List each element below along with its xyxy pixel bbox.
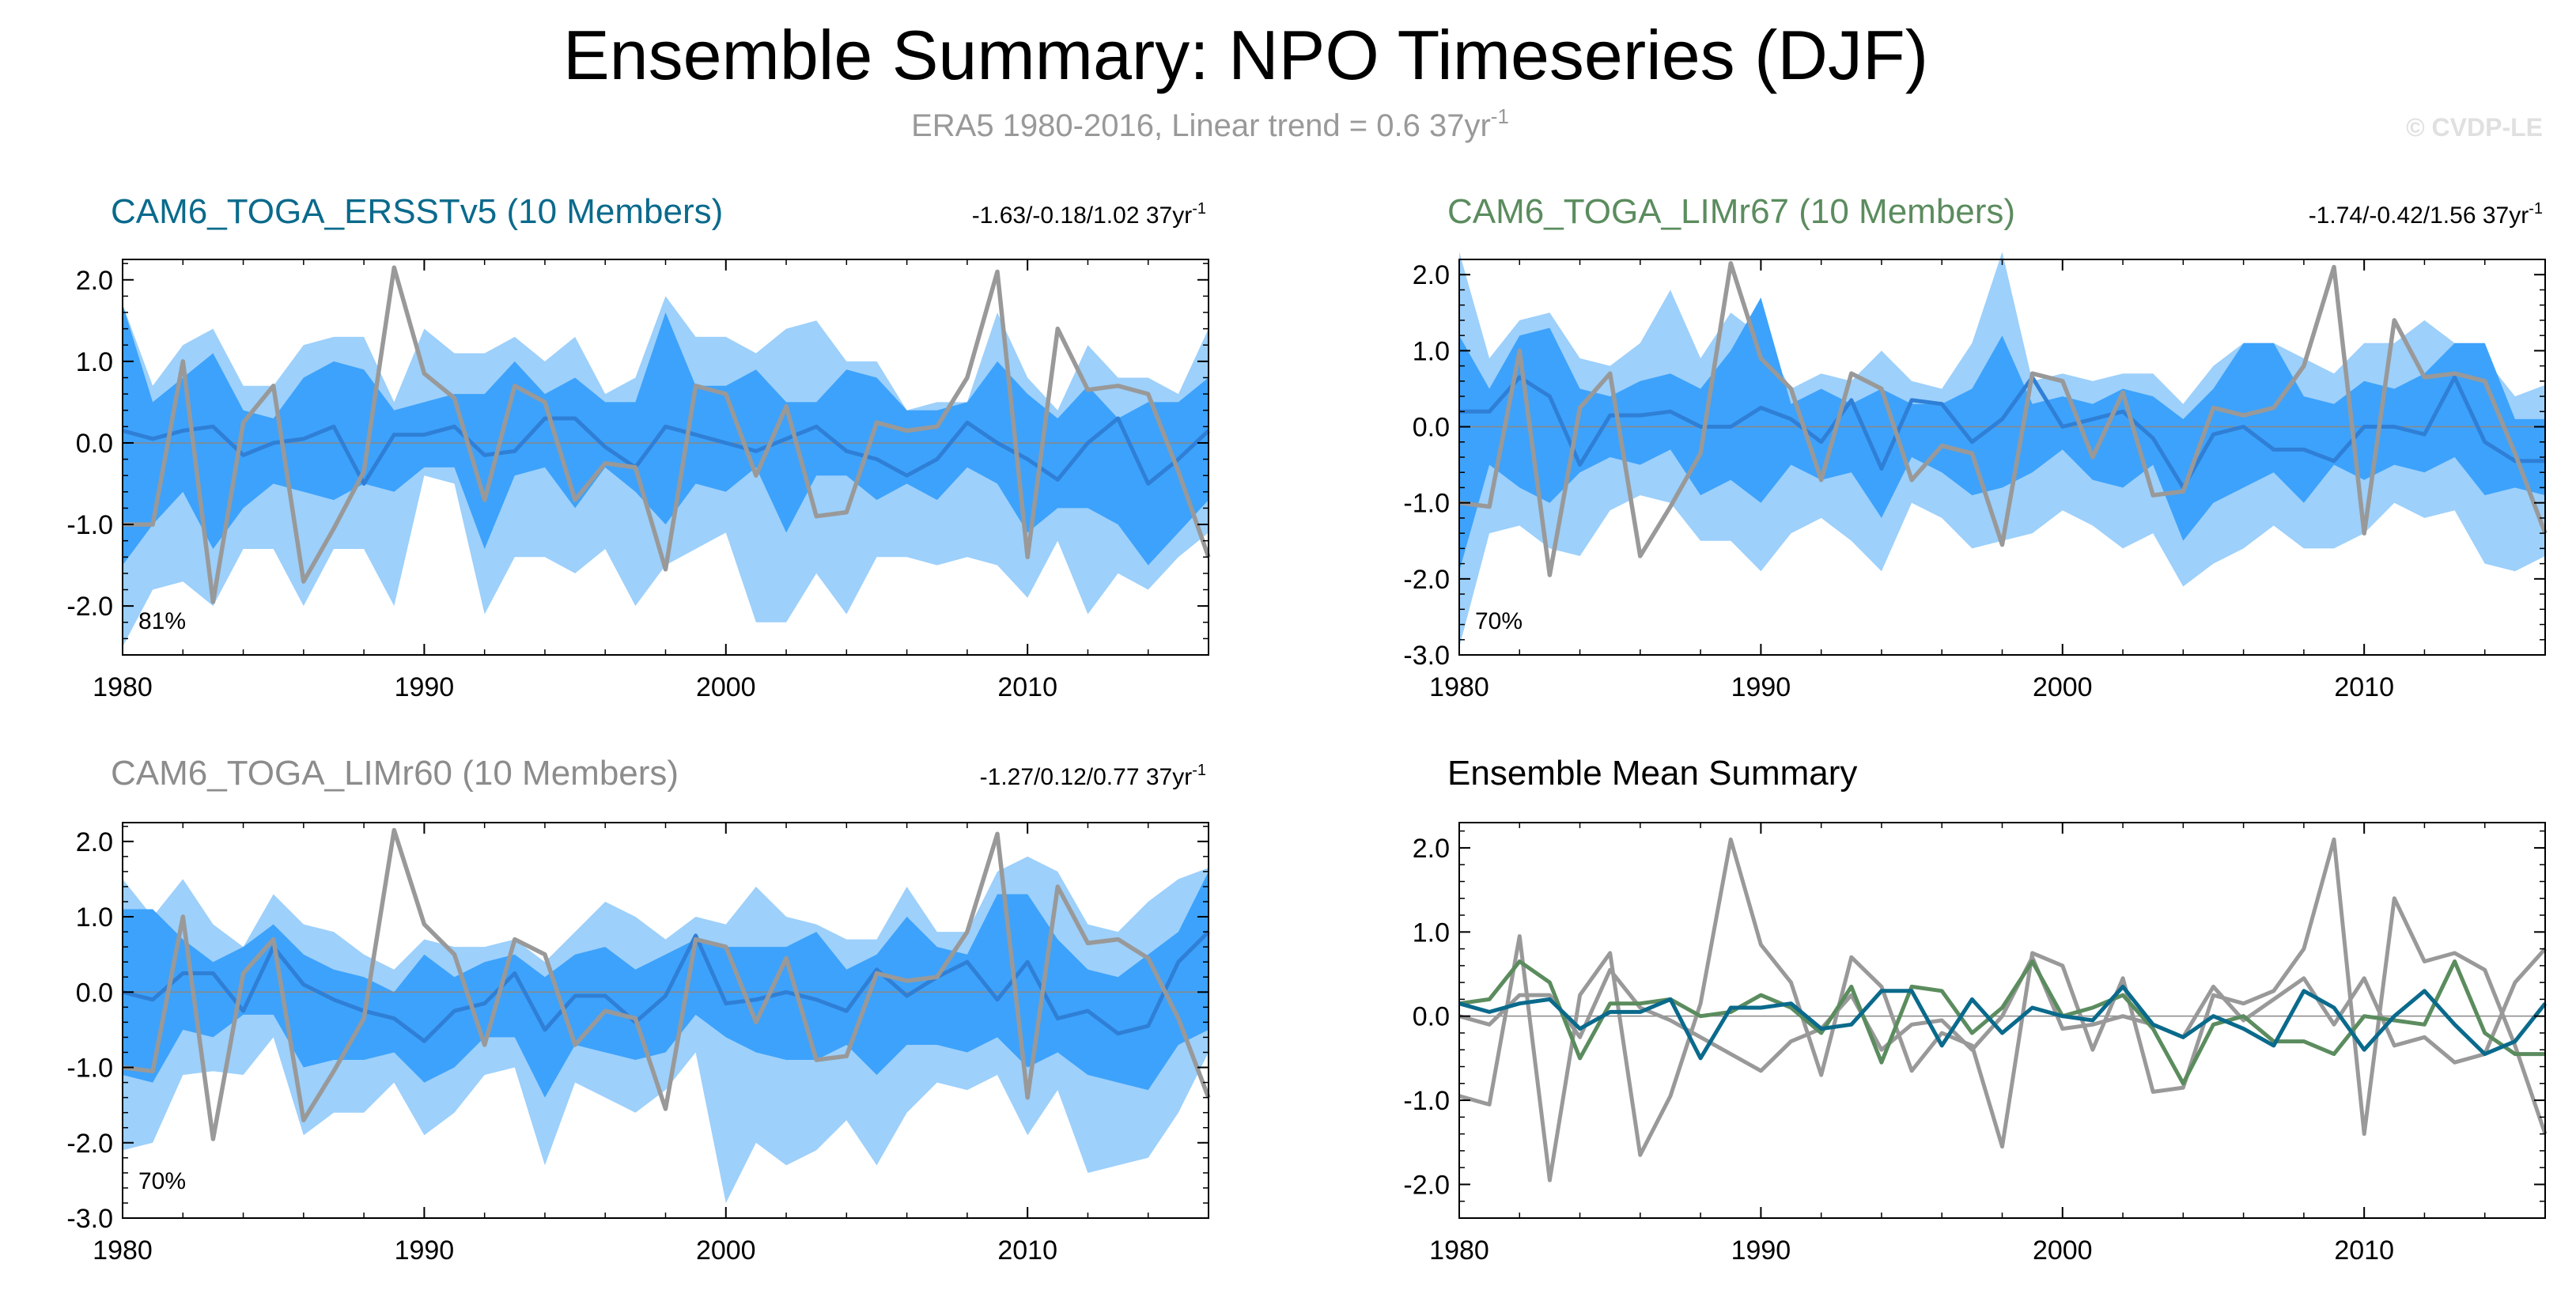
x-tick-label: 1990 bbox=[395, 1235, 455, 1266]
trend-value: -1.27/0.12/0.77 37yr bbox=[980, 764, 1193, 790]
y-tick-label: -3.0 bbox=[66, 1204, 113, 1234]
panel-title: CAM6_TOGA_LIMr60 (10 Members) bbox=[111, 754, 679, 793]
panel-title: CAM6_TOGA_LIMr67 (10 Members) bbox=[1447, 192, 2015, 231]
x-tick-label: 1990 bbox=[1731, 1235, 1791, 1266]
percent-label: 81% bbox=[138, 608, 186, 634]
subtitle: ERA5 1980-2016, Linear trend = 0.6 37yr-… bbox=[911, 104, 1509, 143]
y-tick-label: -3.0 bbox=[1403, 641, 1450, 671]
y-tick-label: -1.0 bbox=[66, 510, 113, 540]
y-tick-label: -1.0 bbox=[66, 1054, 113, 1084]
y-tick-label: 1.0 bbox=[1413, 918, 1450, 948]
observed-line bbox=[1458, 261, 2548, 577]
trend-value: -1.63/-0.18/1.02 37yr bbox=[972, 202, 1193, 229]
ersst-line bbox=[1458, 984, 2547, 1061]
percent-label: 70% bbox=[1475, 608, 1523, 634]
y-tick-label: 2.0 bbox=[76, 266, 113, 296]
y-tick-label: 2.0 bbox=[76, 827, 113, 857]
y-tick-label: 0.0 bbox=[76, 978, 113, 1008]
percent-label: 70% bbox=[138, 1168, 186, 1194]
x-tick-label: 1980 bbox=[1429, 672, 1489, 702]
trend-superscript: -1 bbox=[2529, 200, 2543, 218]
x-tick-label: 1980 bbox=[93, 672, 153, 702]
limr67-line bbox=[1458, 959, 2545, 1086]
chart-panel-3: CAM6_TOGA_LIMr60 (10 Members) -1.27/0.12/… bbox=[66, 754, 1211, 1266]
y-tick-label: 0.0 bbox=[1413, 413, 1450, 443]
y-tick-label: 1.0 bbox=[1413, 336, 1450, 366]
x-tick-label: 1990 bbox=[1731, 672, 1791, 702]
inner-spread-band bbox=[123, 304, 1209, 566]
credit-watermark: © CVDP-LE bbox=[2406, 113, 2543, 142]
trend-label: -1.74/-0.42/1.56 37yr-1 bbox=[2309, 200, 2543, 229]
x-tick-label: 2000 bbox=[2033, 672, 2093, 702]
x-tick-label: 2000 bbox=[2033, 1235, 2093, 1266]
x-tick-label: 1990 bbox=[395, 672, 455, 702]
ensemble-mean-line bbox=[122, 416, 1210, 486]
obs-line bbox=[1458, 837, 2548, 1182]
x-tick-label: 2000 bbox=[696, 1235, 756, 1266]
observed-line bbox=[122, 827, 1211, 1141]
y-tick-label: 2.0 bbox=[1413, 260, 1450, 290]
trend-label: -1.63/-0.18/1.02 37yr-1 bbox=[972, 200, 1206, 229]
limr60-line bbox=[1458, 947, 2547, 1073]
main-title: Ensemble Summary: NPO Timeseries (DJF) bbox=[563, 16, 1928, 94]
inner-spread-band bbox=[1459, 297, 2545, 572]
y-tick-label: 1.0 bbox=[76, 902, 113, 933]
trend-label: -1.27/0.12/0.77 37yr-1 bbox=[980, 762, 1206, 790]
x-tick-label: 1980 bbox=[1429, 1235, 1489, 1266]
y-tick-label: -1.0 bbox=[1403, 1086, 1450, 1116]
panel-title: Ensemble Mean Summary bbox=[1447, 754, 1857, 793]
x-tick-label: 2000 bbox=[696, 672, 756, 702]
x-tick-label: 2010 bbox=[997, 1235, 1057, 1266]
panel-title: CAM6_TOGA_ERSSTv5 (10 Members) bbox=[111, 192, 723, 231]
panels-container: CAM6_TOGA_ERSSTv5 (10 Members) -1.63/-0.1… bbox=[66, 192, 2548, 1266]
ensemble-mean-line bbox=[1459, 375, 2545, 490]
y-tick-label: 0.0 bbox=[1413, 1002, 1450, 1032]
inner-spread-band bbox=[123, 871, 1209, 1098]
y-tick-label: -1.0 bbox=[1403, 489, 1450, 519]
y-tick-label: 2.0 bbox=[1413, 834, 1450, 864]
y-tick-label: 1.0 bbox=[76, 347, 113, 377]
y-tick-label: -2.0 bbox=[1403, 1170, 1450, 1200]
x-tick-label: 2010 bbox=[997, 672, 1057, 702]
x-tick-label: 2010 bbox=[2334, 672, 2394, 702]
trend-superscript: -1 bbox=[1192, 762, 1206, 779]
subtitle-text: ERA5 1980-2016, Linear trend = 0.6 37yr bbox=[911, 108, 1491, 143]
observed-line bbox=[123, 265, 1211, 604]
y-tick-label: 0.0 bbox=[76, 429, 113, 459]
subtitle-superscript: -1 bbox=[1491, 104, 1509, 128]
chart-panel-2: CAM6_TOGA_LIMr67 (10 Members) -1.74/-0.42… bbox=[1403, 192, 2548, 702]
ensemble-mean-line bbox=[122, 930, 1210, 1043]
x-tick-label: 2010 bbox=[2334, 1235, 2394, 1266]
trend-superscript: -1 bbox=[1192, 200, 1206, 218]
trend-value: -1.74/-0.42/1.56 37yr bbox=[2309, 202, 2529, 229]
chart-panel-4: Ensemble Mean Summary -2.0 -1.0 0.0 1.0 2.0 19… bbox=[1403, 754, 2548, 1266]
x-tick-label: 1980 bbox=[93, 1235, 153, 1266]
y-tick-label: -2.0 bbox=[66, 1129, 113, 1159]
chart-panel-1: CAM6_TOGA_ERSSTv5 (10 Members) -1.63/-0.1… bbox=[66, 192, 1211, 702]
y-tick-label: -2.0 bbox=[66, 592, 113, 622]
y-tick-label: -2.0 bbox=[1403, 565, 1450, 595]
